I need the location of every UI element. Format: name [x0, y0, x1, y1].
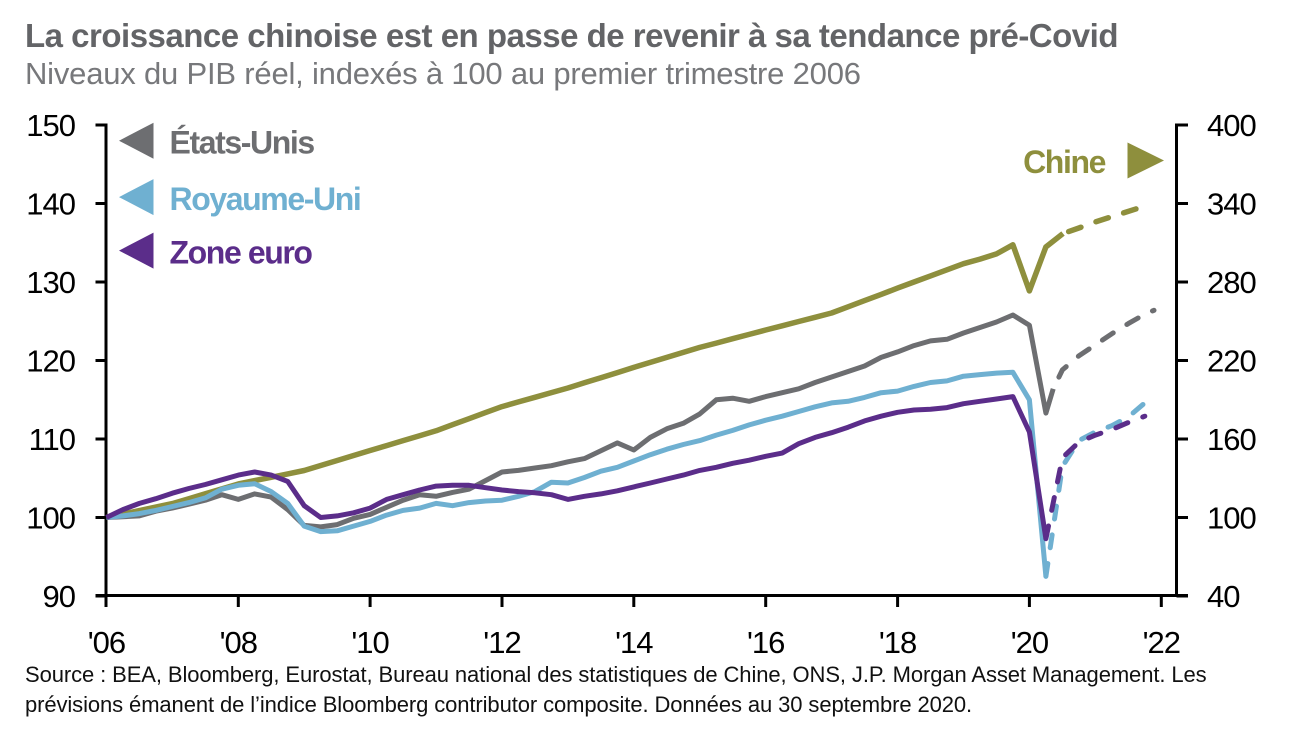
svg-text:'06: '06	[88, 625, 125, 660]
svg-text:110: 110	[29, 422, 76, 457]
svg-text:160: 160	[1207, 422, 1256, 457]
svg-text:'08: '08	[220, 625, 257, 660]
svg-text:100: 100	[26, 501, 75, 536]
svg-text:'14: '14	[615, 625, 653, 660]
svg-text:340: 340	[1207, 187, 1256, 222]
svg-text:Zone euro: Zone euro	[170, 234, 313, 270]
svg-text:'20: '20	[1011, 625, 1049, 660]
svg-text:Chine: Chine	[1023, 144, 1105, 180]
svg-text:220: 220	[1207, 344, 1256, 379]
svg-text:'18: '18	[879, 625, 916, 660]
svg-text:120: 120	[26, 344, 75, 379]
svg-text:130: 130	[26, 265, 75, 300]
svg-text:'16: '16	[747, 625, 784, 660]
svg-text:90: 90	[43, 579, 76, 614]
svg-text:'22: '22	[1143, 625, 1180, 660]
svg-text:140: 140	[26, 187, 75, 222]
svg-text:'10: '10	[351, 625, 389, 660]
svg-text:150: 150	[26, 108, 75, 143]
svg-text:100: 100	[1207, 501, 1256, 536]
svg-text:États-Unis: États-Unis	[170, 124, 315, 160]
svg-text:40: 40	[1207, 579, 1240, 614]
svg-text:280: 280	[1207, 265, 1256, 300]
svg-text:'12: '12	[483, 625, 520, 660]
svg-text:400: 400	[1207, 108, 1256, 143]
svg-text:Royaume-Uni: Royaume-Uni	[170, 181, 361, 217]
